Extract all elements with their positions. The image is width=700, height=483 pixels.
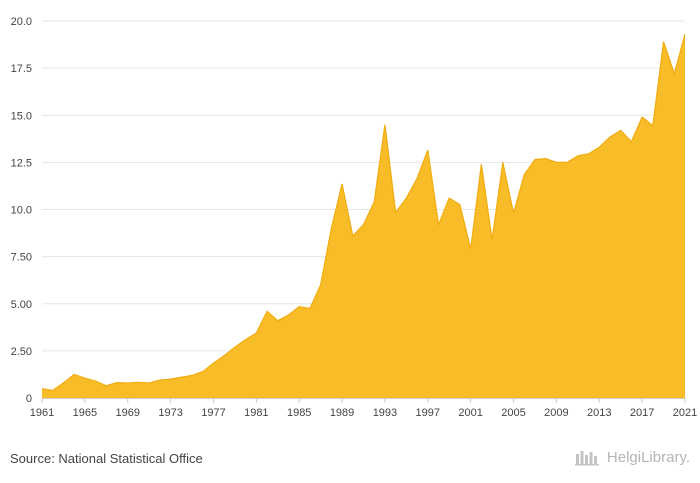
x-tick-label: 1965: [73, 407, 97, 419]
x-tick-label: 2001: [458, 407, 482, 419]
x-tick-label: 1997: [416, 407, 440, 419]
area-fill: [42, 34, 685, 398]
x-axis-ticks: 1961 1965 1969 1973 1977 1981 1985 1989 1993 1997…: [30, 398, 697, 419]
x-tick-label: 1977: [201, 407, 225, 419]
x-tick-label: 2021: [673, 407, 697, 419]
x-tick-label: 1973: [158, 407, 182, 419]
y-tick-label: 17.5: [11, 63, 32, 75]
x-tick-label: 1961: [30, 407, 54, 419]
brand-name: HelgiLibrary.: [606, 448, 690, 466]
x-tick-label: 1981: [244, 407, 268, 419]
y-tick-label: 12.5: [11, 157, 32, 169]
x-tick-label: 2009: [544, 407, 568, 419]
area-series: [41, 34, 686, 398]
x-tick-label: 2013: [587, 407, 611, 419]
area-line: [41, 34, 686, 392]
y-tick-label: 5.00: [11, 299, 32, 311]
brand-logo: HelgiLibrary.: [574, 448, 690, 466]
x-tick-label: 1993: [373, 407, 397, 419]
y-tick-label: 20.0: [11, 16, 32, 28]
x-tick-label: 2005: [501, 407, 525, 419]
y-tick-label: 7.50: [11, 252, 32, 264]
x-tick-label: 1969: [115, 407, 139, 419]
x-tick-label: 2017: [630, 407, 654, 419]
library-icon: [574, 451, 599, 466]
x-tick-label: 1985: [287, 407, 311, 419]
y-axis-ticks: 0 2.50 5.00 7.50 10.0 12.5 15.0 17.5 20.0: [11, 16, 32, 405]
y-tick-label: 15.0: [11, 110, 32, 122]
y-tick-label: 10.0: [11, 205, 32, 217]
x-tick-label: 1989: [330, 407, 354, 419]
y-tick-label: 0: [26, 393, 32, 405]
source-note: Source: National Statistical Office: [10, 451, 203, 466]
y-tick-label: 2.50: [11, 346, 32, 358]
